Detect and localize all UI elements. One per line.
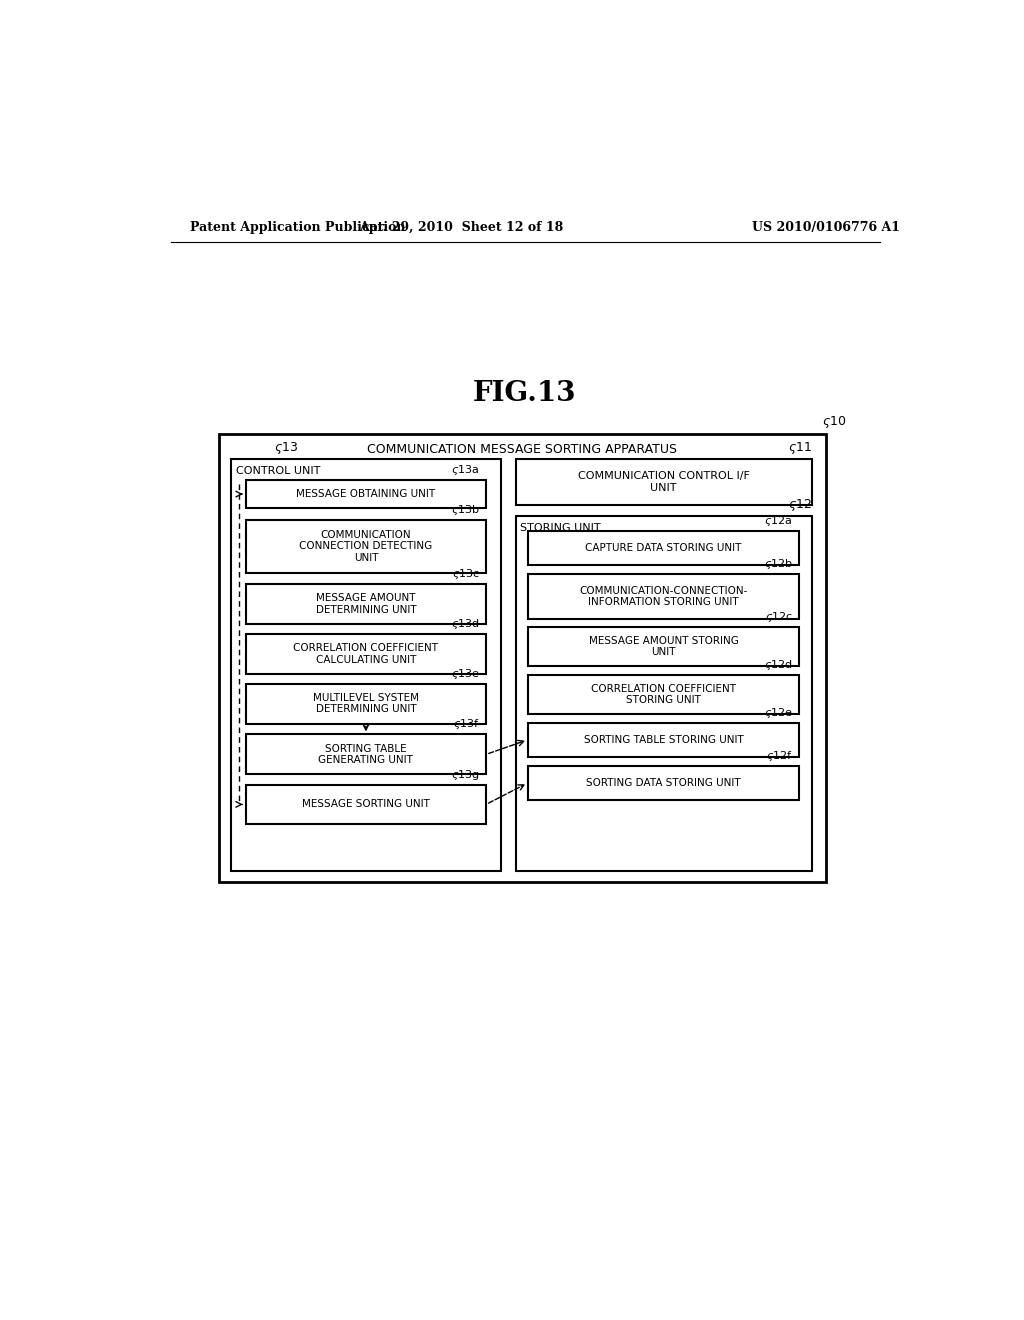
Text: $\varsigma$13d: $\varsigma$13d xyxy=(451,618,480,631)
Bar xyxy=(246,684,486,723)
Text: COMMUNICATION
CONNECTION DETECTING
UNIT: COMMUNICATION CONNECTION DETECTING UNIT xyxy=(299,529,432,564)
Text: $\varsigma$11: $\varsigma$11 xyxy=(788,440,812,455)
Text: $\varsigma$12a: $\varsigma$12a xyxy=(765,513,793,528)
Bar xyxy=(528,531,799,565)
Text: $\varsigma$12c: $\varsigma$12c xyxy=(765,610,793,624)
Text: Patent Application Publication: Patent Application Publication xyxy=(190,222,406,234)
Text: CAPTURE DATA STORING UNIT: CAPTURE DATA STORING UNIT xyxy=(586,543,741,553)
Text: $\varsigma$12: $\varsigma$12 xyxy=(788,496,812,513)
Text: $\varsigma$13f: $\varsigma$13f xyxy=(453,717,480,731)
Text: $\varsigma$13c: $\varsigma$13c xyxy=(452,568,480,581)
Text: MESSAGE AMOUNT STORING
UNIT: MESSAGE AMOUNT STORING UNIT xyxy=(589,636,738,657)
Text: COMMUNICATION CONTROL I/F
UNIT: COMMUNICATION CONTROL I/F UNIT xyxy=(578,471,750,492)
Bar xyxy=(528,574,799,619)
Text: MULTILEVEL SYSTEM
DETERMINING UNIT: MULTILEVEL SYSTEM DETERMINING UNIT xyxy=(313,693,419,714)
Bar xyxy=(515,516,812,871)
Text: $\varsigma$12b: $\varsigma$12b xyxy=(764,557,793,572)
Text: CORRELATION COEFFICIENT
CALCULATING UNIT: CORRELATION COEFFICIENT CALCULATING UNIT xyxy=(294,643,438,665)
Text: SORTING TABLE
GENERATING UNIT: SORTING TABLE GENERATING UNIT xyxy=(318,743,414,766)
Text: CORRELATION COEFFICIENT
STORING UNIT: CORRELATION COEFFICIENT STORING UNIT xyxy=(591,684,736,705)
Text: MESSAGE SORTING UNIT: MESSAGE SORTING UNIT xyxy=(302,800,430,809)
Text: MESSAGE AMOUNT
DETERMINING UNIT: MESSAGE AMOUNT DETERMINING UNIT xyxy=(315,594,416,615)
Bar xyxy=(528,766,799,800)
Text: $\varsigma$12e: $\varsigma$12e xyxy=(764,706,793,719)
Text: SORTING TABLE STORING UNIT: SORTING TABLE STORING UNIT xyxy=(584,735,743,744)
Bar xyxy=(231,459,501,871)
Text: $\varsigma$13a: $\varsigma$13a xyxy=(452,463,480,478)
Text: SORTING DATA STORING UNIT: SORTING DATA STORING UNIT xyxy=(586,777,740,788)
Text: $\varsigma$13e: $\varsigma$13e xyxy=(451,667,480,681)
Text: $\varsigma$13g: $\varsigma$13g xyxy=(451,768,480,783)
Bar xyxy=(246,520,486,573)
Text: COMMUNICATION-CONNECTION-
INFORMATION STORING UNIT: COMMUNICATION-CONNECTION- INFORMATION ST… xyxy=(580,586,748,607)
Text: $\varsigma$10: $\varsigma$10 xyxy=(821,413,846,430)
Bar xyxy=(246,480,486,508)
Text: US 2010/0106776 A1: US 2010/0106776 A1 xyxy=(752,222,899,234)
Text: $\varsigma$13: $\varsigma$13 xyxy=(273,440,298,455)
Bar xyxy=(246,785,486,824)
Text: Apr. 29, 2010  Sheet 12 of 18: Apr. 29, 2010 Sheet 12 of 18 xyxy=(359,222,563,234)
Bar xyxy=(528,675,799,714)
Bar xyxy=(528,723,799,756)
Text: CONTROL UNIT: CONTROL UNIT xyxy=(236,466,321,477)
Text: FIG.13: FIG.13 xyxy=(473,380,577,407)
Text: $\varsigma$12f: $\varsigma$12f xyxy=(766,748,793,763)
Bar xyxy=(219,434,825,882)
Bar xyxy=(246,585,486,624)
Text: $\varsigma$12d: $\varsigma$12d xyxy=(764,659,793,672)
Text: $\varsigma$13b: $\varsigma$13b xyxy=(451,503,480,517)
Text: MESSAGE OBTAINING UNIT: MESSAGE OBTAINING UNIT xyxy=(296,490,435,499)
Bar xyxy=(528,627,799,665)
Bar xyxy=(515,459,812,506)
Bar xyxy=(246,635,486,675)
Text: STORING UNIT: STORING UNIT xyxy=(520,523,601,533)
Text: COMMUNICATION MESSAGE SORTING APPARATUS: COMMUNICATION MESSAGE SORTING APPARATUS xyxy=(368,444,678,455)
Bar xyxy=(246,734,486,775)
